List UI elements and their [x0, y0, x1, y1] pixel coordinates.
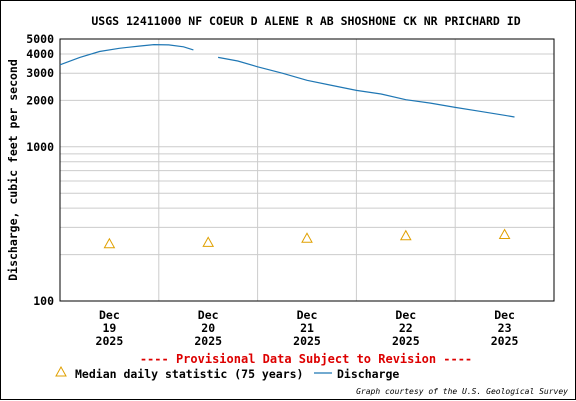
x-tick-label: Dec — [198, 308, 219, 322]
median-marker — [301, 232, 313, 243]
x-tick-label: 2025 — [392, 334, 420, 348]
y-tick-label: 4000 — [26, 47, 54, 61]
x-axis-tick-labels: Dec192025Dec202025Dec212025Dec222025Dec2… — [96, 308, 519, 348]
discharge-line — [217, 56, 515, 118]
vertical-gridlines — [158, 39, 456, 301]
y-tick-label: 1000 — [26, 140, 54, 154]
y-tick-label: 100 — [33, 294, 54, 308]
x-tick-label: Dec — [297, 308, 318, 322]
x-tick-label: 2025 — [194, 334, 222, 348]
x-tick-label: 23 — [498, 321, 512, 335]
provisional-notice: ---- Provisional Data Subject to Revisio… — [140, 352, 472, 366]
y-tick-label: 2000 — [26, 93, 54, 107]
x-tick-label: 22 — [399, 321, 413, 335]
legend-median-marker — [55, 365, 67, 377]
legend: Median daily statistic (75 years) Discha… — [55, 365, 399, 381]
x-tick-label: Dec — [99, 308, 120, 322]
graph-credit: Graph courtesy of the U.S. Geological Su… — [356, 387, 568, 396]
x-tick-label: 21 — [300, 321, 314, 335]
x-tick-label: 2025 — [293, 334, 321, 348]
discharge-series — [59, 43, 515, 118]
x-tick-label: 19 — [102, 321, 116, 335]
y-axis-label: Discharge, cubic feet per second — [6, 59, 20, 281]
y-tick-label: 3000 — [26, 66, 54, 80]
chart-title: USGS 12411000 NF COEUR D ALENE R AB SHOS… — [91, 14, 520, 28]
discharge-line — [59, 43, 194, 66]
x-tick-label: Dec — [494, 308, 515, 322]
median-marker — [399, 229, 412, 241]
horizontal-gridlines — [60, 38, 554, 302]
median-marker — [498, 228, 511, 239]
median-marker — [103, 237, 116, 249]
x-tick-label: 20 — [201, 321, 215, 335]
x-tick-label: 2025 — [96, 334, 124, 348]
median-statistic-series — [103, 228, 511, 249]
legend-median-label: Median daily statistic (75 years) — [75, 367, 303, 381]
x-tick-label: Dec — [395, 308, 416, 322]
median-marker — [202, 236, 215, 247]
x-tick-label: 2025 — [491, 334, 519, 348]
y-tick-label: 5000 — [26, 32, 54, 46]
plot-area-border — [59, 38, 555, 302]
legend-discharge-label: Discharge — [337, 367, 399, 381]
